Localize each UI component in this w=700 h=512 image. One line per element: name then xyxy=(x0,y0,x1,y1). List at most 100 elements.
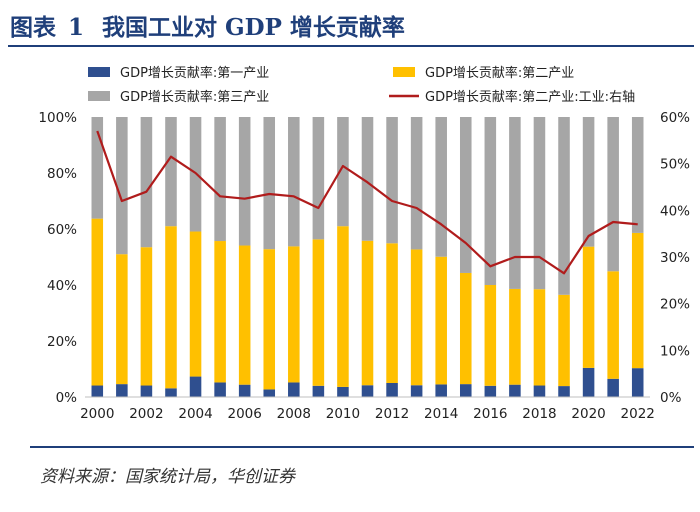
bar-s3-2007 xyxy=(263,117,276,250)
bar-s2-2018 xyxy=(533,289,546,386)
source-note: 资料来源：国家统计局，华创证券 xyxy=(40,467,295,487)
bar-s3-2010 xyxy=(337,117,349,227)
bar-s1-2010 xyxy=(337,386,349,397)
figure-number: 1 xyxy=(68,14,85,41)
legend-swatch-1 xyxy=(88,67,110,77)
bar-s1-2015 xyxy=(459,384,472,397)
bar-s3-2021 xyxy=(607,117,619,272)
bar-s3-2017 xyxy=(509,117,521,289)
y-left-tick-label: 60% xyxy=(47,222,77,238)
bar-s2-2010 xyxy=(337,226,349,387)
line-layer xyxy=(96,130,638,275)
bar-s1-2013 xyxy=(410,385,423,397)
bar-s2-2007 xyxy=(263,249,276,390)
x-tick-label: 2014 xyxy=(424,406,458,422)
x-tick-label: 2016 xyxy=(473,406,507,422)
y-left-tick-label: 40% xyxy=(47,278,77,294)
x-tick-label: 2022 xyxy=(621,406,655,422)
bar-s1-2016 xyxy=(484,385,497,397)
legend-label-3: GDP增长贡献率:第三产业 xyxy=(120,89,269,105)
y-right-tick-label: 0% xyxy=(660,390,682,406)
x-tick-label: 2004 xyxy=(178,406,212,422)
bar-s3-2019 xyxy=(558,117,570,295)
chart: GDP增长贡献率:第一产业 GDP增长贡献率:第二产业 GDP增长贡献率:第三产业 G… xyxy=(38,65,690,422)
bar-s3-2015 xyxy=(459,117,472,273)
bar-s3-2018 xyxy=(533,117,546,290)
bar-s1-2019 xyxy=(558,386,570,397)
bar-s3-2013 xyxy=(410,117,423,250)
figure-title: 图表 1 我国工业对 GDP 增长贡献率 xyxy=(10,8,405,42)
y-right-tick-label: 40% xyxy=(660,203,690,219)
figure-title-text: 我国工业对 GDP 增长贡献率 xyxy=(102,14,405,41)
bar-s1-2008 xyxy=(288,382,300,397)
y-right-tick-label: 10% xyxy=(660,343,690,359)
bar-s2-2020 xyxy=(582,246,595,368)
x-tick-label: 2012 xyxy=(375,406,409,422)
bar-s2-2019 xyxy=(558,294,570,387)
legend-label-4: GDP增长贡献率:第二产业:工业:右轴 xyxy=(425,89,635,105)
bar-s1-2000 xyxy=(91,385,104,397)
x-tick-label: 2020 xyxy=(571,406,605,422)
bar-s3-2001 xyxy=(116,117,128,255)
bar-s3-2005 xyxy=(214,117,226,242)
bar-s1-2021 xyxy=(607,378,619,397)
x-tick-label: 2010 xyxy=(326,406,360,422)
bar-s1-2018 xyxy=(533,385,546,397)
bar-s3-2011 xyxy=(361,117,374,241)
bar-s2-2016 xyxy=(484,285,497,386)
axes: 0% 20% 40% 60% 80% 100% 0% 10% 20% 30% 40% 50% 60% 20… xyxy=(38,110,690,422)
bar-s2-2000 xyxy=(91,218,104,386)
bar-s2-2022 xyxy=(631,232,644,369)
bar-s1-2012 xyxy=(386,383,398,397)
figure-label: 图表 xyxy=(10,14,56,41)
bar-s2-2021 xyxy=(607,271,619,379)
x-tick-label: 2002 xyxy=(129,406,163,422)
bar-s3-2012 xyxy=(386,117,398,244)
bar-s1-2002 xyxy=(140,385,153,397)
y-left-tick-label: 100% xyxy=(38,110,77,126)
bar-s1-2007 xyxy=(263,389,276,397)
y-right-tick-label: 30% xyxy=(660,250,690,266)
bar-s1-2006 xyxy=(238,384,251,397)
legend-label-1: GDP增长贡献率:第一产业 xyxy=(120,65,269,81)
bar-s3-2003 xyxy=(165,117,177,227)
bar-s1-2005 xyxy=(214,382,226,397)
y-right-tick-label: 50% xyxy=(660,157,690,173)
y-right-tick-label: 20% xyxy=(660,297,690,313)
top-rule xyxy=(8,45,694,47)
bar-s1-2004 xyxy=(189,376,202,397)
bar-s3-2008 xyxy=(288,117,300,247)
legend-swatch-2 xyxy=(393,67,415,77)
bar-s3-2006 xyxy=(238,117,251,246)
x-tick-label: 2000 xyxy=(80,406,114,422)
bar-s2-2008 xyxy=(288,246,300,383)
y-left-tick-label: 80% xyxy=(47,166,77,182)
bar-s3-2022 xyxy=(631,117,644,233)
bar-s2-2014 xyxy=(435,256,447,385)
bar-s3-2014 xyxy=(435,117,447,257)
bar-s3-2002 xyxy=(140,117,153,248)
bar-s3-2020 xyxy=(582,117,595,247)
bar-s2-2006 xyxy=(238,245,251,385)
bar-s2-2013 xyxy=(410,249,423,386)
bar-s2-2001 xyxy=(116,254,128,385)
bar-s1-2011 xyxy=(361,385,374,397)
legend: GDP增长贡献率:第一产业 GDP增长贡献率:第二产业 GDP增长贡献率:第三产业 G… xyxy=(88,65,635,105)
bar-s3-2000 xyxy=(91,117,104,219)
legend-label-2: GDP增长贡献率:第二产业 xyxy=(425,65,574,81)
bar-s2-2009 xyxy=(312,239,325,386)
legend-swatch-3 xyxy=(88,91,110,101)
bottom-rule xyxy=(30,446,694,448)
bar-s2-2002 xyxy=(140,247,153,386)
y-left-tick-label: 20% xyxy=(47,334,77,350)
bar-s1-2017 xyxy=(509,384,521,397)
x-tick-label: 2018 xyxy=(522,406,556,422)
bar-s1-2022 xyxy=(631,368,644,397)
x-tick-label: 2006 xyxy=(227,406,261,422)
bar-s2-2015 xyxy=(459,272,472,385)
bar-s1-2001 xyxy=(116,384,128,397)
bar-s1-2014 xyxy=(435,384,447,397)
y-left-tick-label: 0% xyxy=(56,390,78,406)
bar-s2-2012 xyxy=(386,243,398,383)
bar-s1-2003 xyxy=(165,388,177,397)
